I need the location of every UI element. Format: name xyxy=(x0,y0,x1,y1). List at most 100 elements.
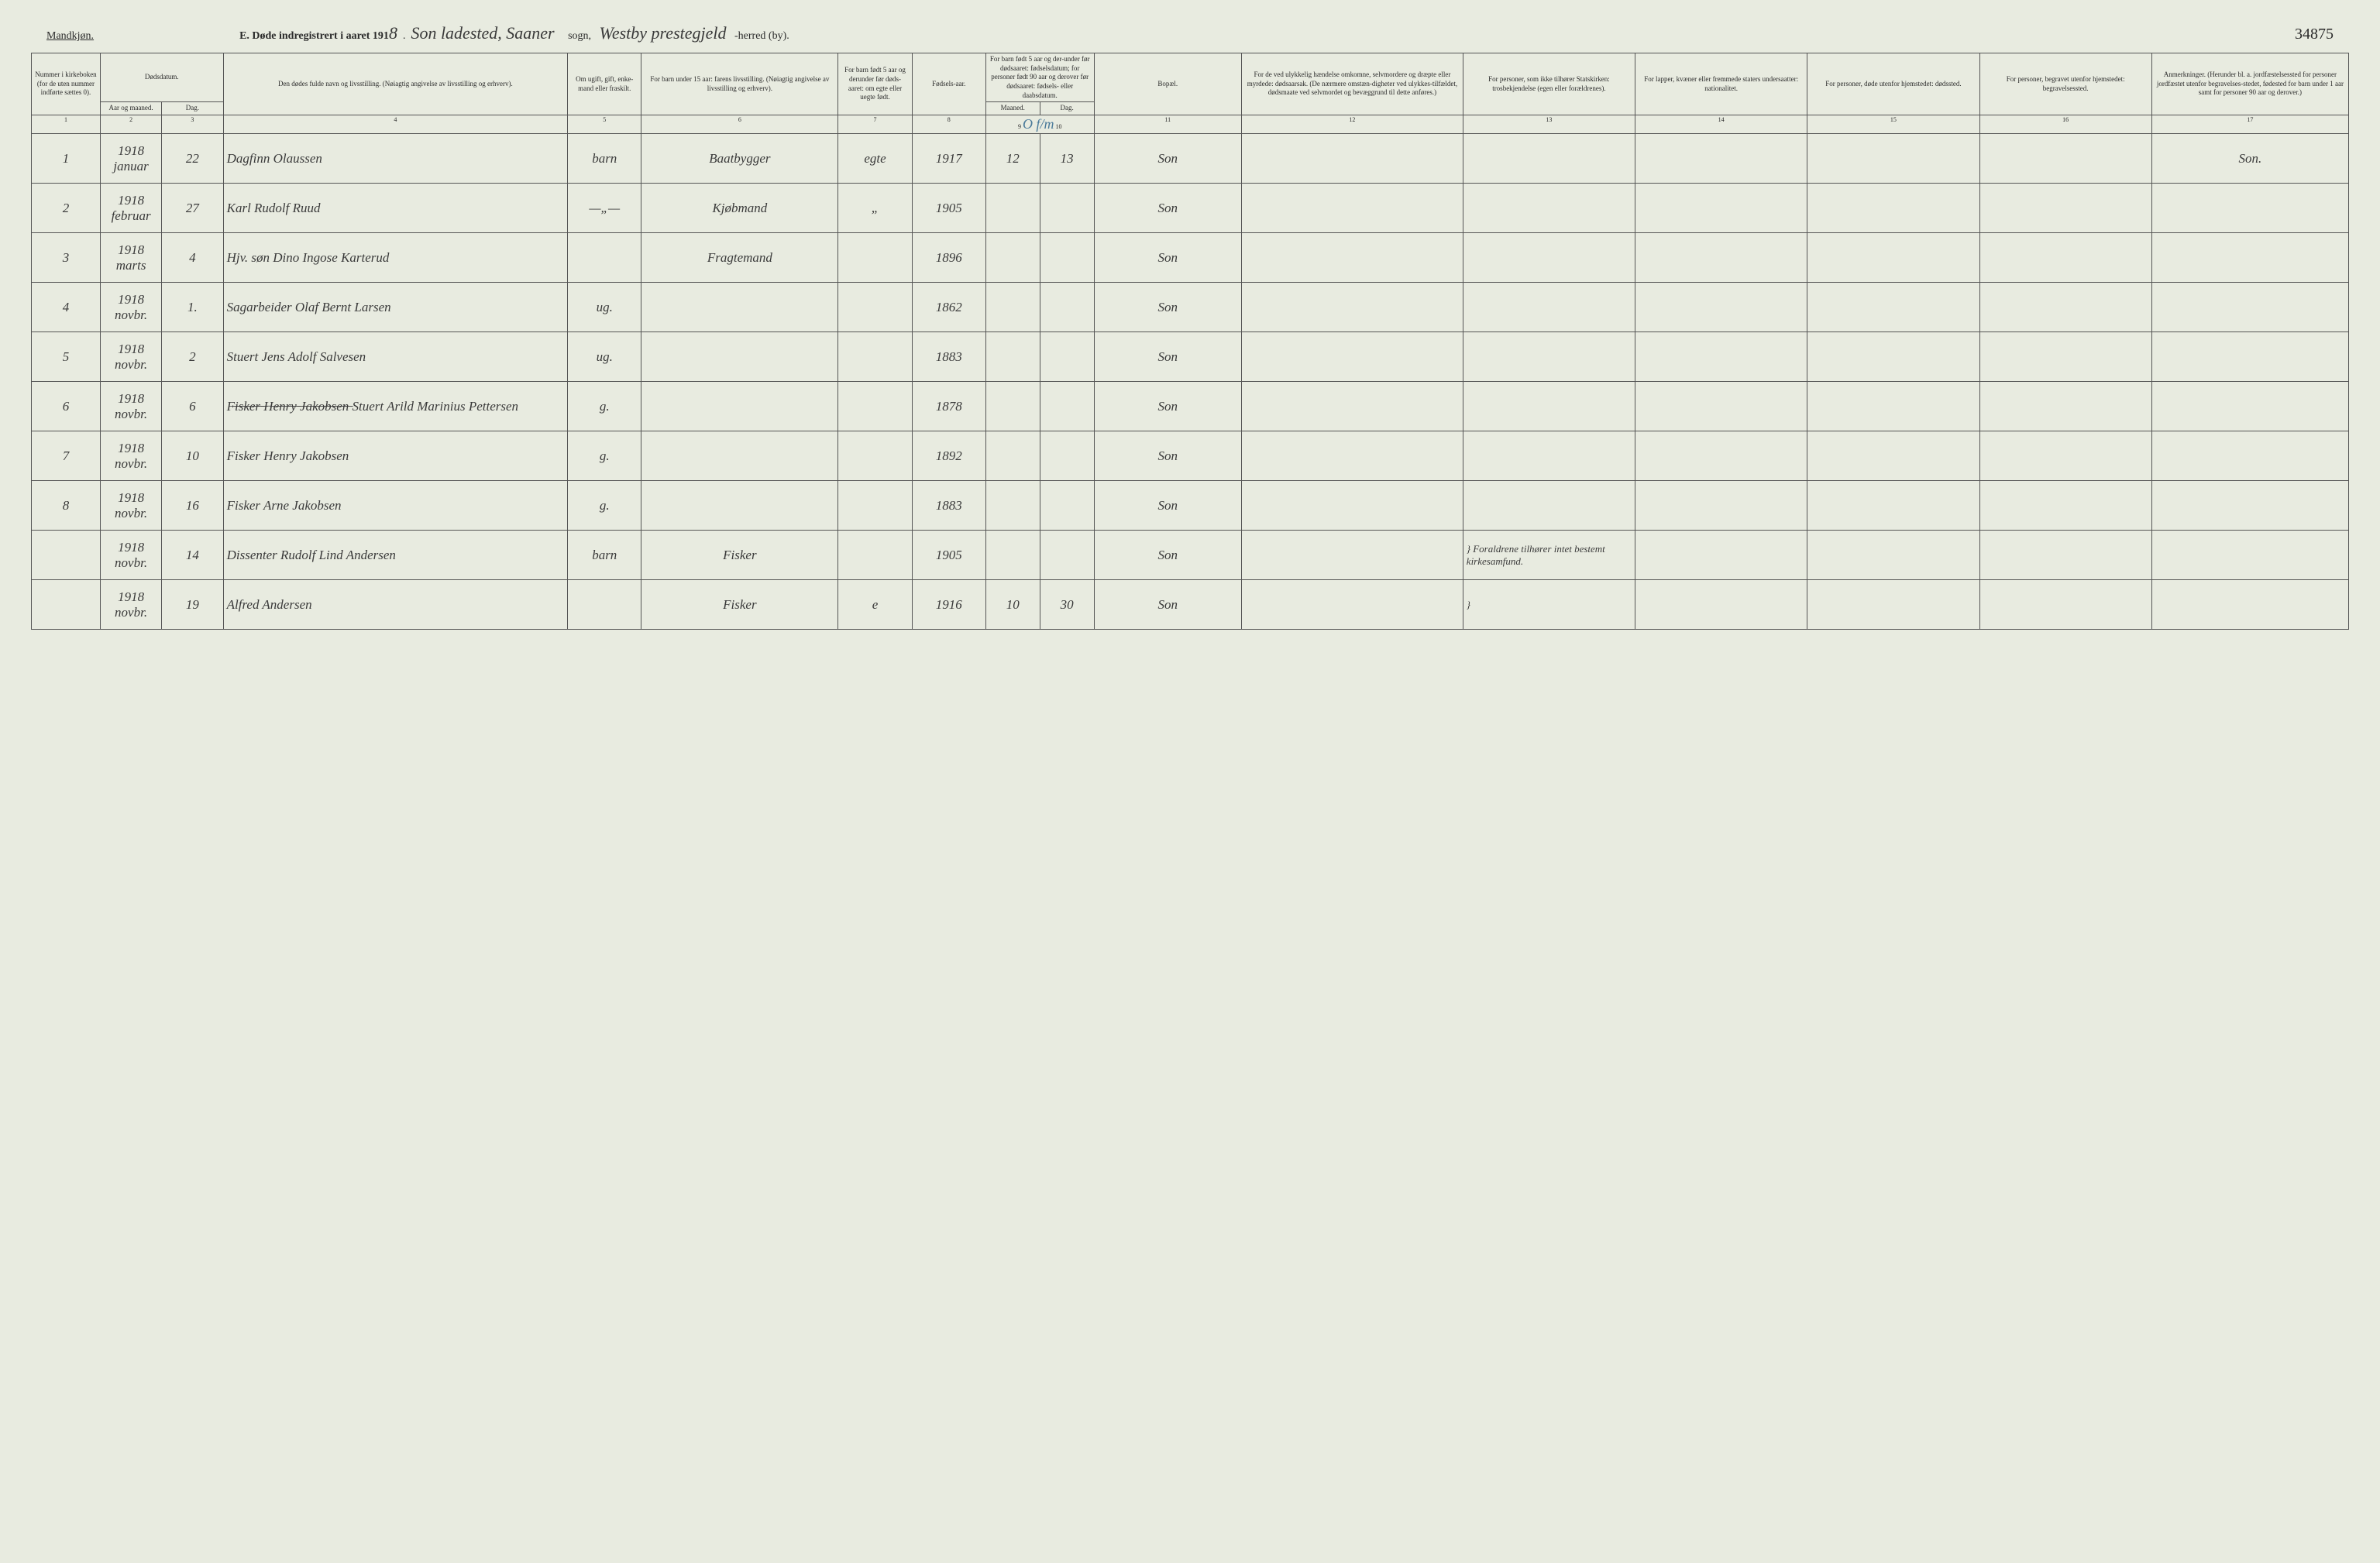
col-header-navn: Den dødes fulde navn og livsstilling. (N… xyxy=(223,53,568,115)
sogn-label: sogn, xyxy=(568,30,591,42)
cell-ulykke xyxy=(1242,431,1463,481)
cell-lapper xyxy=(1635,531,1807,580)
table-row: 71918 novbr.10Fisker Henry Jakobseng.189… xyxy=(32,431,2349,481)
cell-begrav xyxy=(1979,580,2151,630)
cell-farens: Fisker xyxy=(641,580,838,630)
cell-fodsel: 1896 xyxy=(912,233,985,283)
colnum: 6 xyxy=(641,115,838,134)
col-header-stats: For personer, som ikke tilhører Statskir… xyxy=(1463,53,1635,115)
cell-bopael: Son xyxy=(1094,580,1242,630)
cell-dag: 6 xyxy=(162,382,223,431)
cell-ulykke xyxy=(1242,134,1463,184)
cell-ulykke xyxy=(1242,382,1463,431)
cell-num: 2 xyxy=(32,184,101,233)
cell-num: 3 xyxy=(32,233,101,283)
cell-egte xyxy=(838,233,912,283)
cell-dag2: 30 xyxy=(1040,580,1094,630)
cell-lapper xyxy=(1635,283,1807,332)
cell-bopael: Son xyxy=(1094,184,1242,233)
colnum: 11 xyxy=(1094,115,1242,134)
cell-lapper xyxy=(1635,431,1807,481)
cell-begrav xyxy=(1979,283,2151,332)
cell-begrav xyxy=(1979,382,2151,431)
cell-dodsted xyxy=(1807,184,1979,233)
colnum-annotation: 9 O f/m 10 xyxy=(985,115,1094,134)
cell-fodsel: 1916 xyxy=(912,580,985,630)
col-header-egte: For barn født 5 aar og derunder før døds… xyxy=(838,53,912,115)
cell-dag: 27 xyxy=(162,184,223,233)
cell-ugift: —„— xyxy=(568,184,641,233)
cell-stats xyxy=(1463,382,1635,431)
cell-dag: 1. xyxy=(162,283,223,332)
cell-num xyxy=(32,531,101,580)
cell-farens xyxy=(641,332,838,382)
colnum: 12 xyxy=(1242,115,1463,134)
cell-anm xyxy=(2151,431,2348,481)
cell-maaned xyxy=(985,233,1040,283)
cell-fodsel: 1862 xyxy=(912,283,985,332)
colnum: 14 xyxy=(1635,115,1807,134)
cell-ugift: ug. xyxy=(568,332,641,382)
cell-dag2 xyxy=(1040,184,1094,233)
cell-lapper xyxy=(1635,332,1807,382)
cell-dag2: 13 xyxy=(1040,134,1094,184)
table-row: 51918 novbr.2Stuert Jens Adolf Salvesenu… xyxy=(32,332,2349,382)
cell-lapper xyxy=(1635,481,1807,531)
cell-navn: F̶i̶s̶k̶e̶r̶ ̶H̶e̶n̶r̶y̶ ̶J̶a̶k̶o̶b̶s̶e̶… xyxy=(223,382,568,431)
col-header-maaned: Maaned. xyxy=(985,102,1040,115)
cell-navn: Dagfinn Olaussen xyxy=(223,134,568,184)
cell-ugift: g. xyxy=(568,382,641,431)
cell-egte xyxy=(838,332,912,382)
cell-dag2 xyxy=(1040,431,1094,481)
cell-aar: 1918 novbr. xyxy=(100,431,161,481)
page-number: 34875 xyxy=(2295,26,2334,43)
year-suffix: 8 xyxy=(389,23,397,43)
cell-farens: Baatbygger xyxy=(641,134,838,184)
cell-stats xyxy=(1463,233,1635,283)
cell-dodsted xyxy=(1807,580,1979,630)
cell-dag: 14 xyxy=(162,531,223,580)
cell-ugift: barn xyxy=(568,134,641,184)
colnum: 8 xyxy=(912,115,985,134)
cell-dodsted xyxy=(1807,481,1979,531)
colnum: 17 xyxy=(2151,115,2348,134)
cell-ulykke xyxy=(1242,233,1463,283)
cell-begrav xyxy=(1979,431,2151,481)
cell-ulykke xyxy=(1242,481,1463,531)
cell-dag2 xyxy=(1040,382,1094,431)
title-prefix: E. Døde indregistrert i aaret 191 xyxy=(239,30,389,42)
cell-dag: 22 xyxy=(162,134,223,184)
cell-farens xyxy=(641,382,838,431)
cell-anm xyxy=(2151,233,2348,283)
colnum: 3 xyxy=(162,115,223,134)
cell-dag2 xyxy=(1040,531,1094,580)
cell-ugift xyxy=(568,233,641,283)
col-header-bopael: Bopæl. xyxy=(1094,53,1242,115)
cell-fodsel: 1892 xyxy=(912,431,985,481)
cell-ugift: g. xyxy=(568,431,641,481)
cell-stats xyxy=(1463,332,1635,382)
cell-dag2 xyxy=(1040,233,1094,283)
cell-dodsted xyxy=(1807,283,1979,332)
cell-num: 7 xyxy=(32,431,101,481)
cell-aar: 1918 novbr. xyxy=(100,580,161,630)
table-row: 1918 novbr.14Dissenter Rudolf Lind Ander… xyxy=(32,531,2349,580)
cell-maaned xyxy=(985,481,1040,531)
col-header-barnfodt: For barn født 5 aar og der-under før død… xyxy=(985,53,1094,102)
table-header: Nummer i kirkeboken (for de uten nummer … xyxy=(32,53,2349,134)
col-header-farens: For barn under 15 aar: farens livsstilli… xyxy=(641,53,838,115)
cell-num: 6 xyxy=(32,382,101,431)
table-body: 11918 januar22Dagfinn OlaussenbarnBaatby… xyxy=(32,134,2349,630)
cell-begrav xyxy=(1979,233,2151,283)
prestegjeld-name: Westby prestegjeld xyxy=(600,23,727,43)
col-header-lapper: For lapper, kvæner eller fremmede stater… xyxy=(1635,53,1807,115)
cell-farens xyxy=(641,283,838,332)
cell-egte xyxy=(838,283,912,332)
cell-maaned xyxy=(985,283,1040,332)
cell-anm xyxy=(2151,332,2348,382)
cell-ulykke xyxy=(1242,332,1463,382)
cell-bopael: Son xyxy=(1094,431,1242,481)
cell-bopael: Son xyxy=(1094,382,1242,431)
cell-begrav xyxy=(1979,481,2151,531)
cell-dag2 xyxy=(1040,332,1094,382)
